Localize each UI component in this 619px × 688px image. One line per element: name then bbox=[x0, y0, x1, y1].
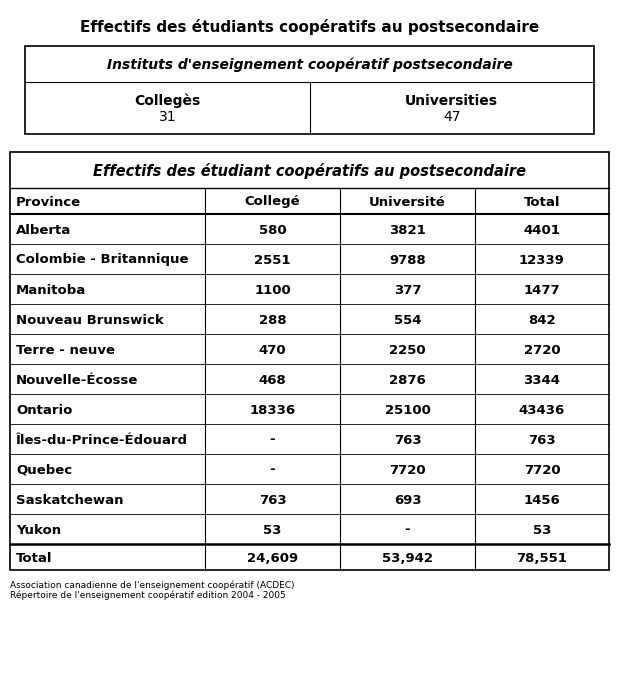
Text: Saskatchewan: Saskatchewan bbox=[16, 493, 124, 506]
Text: Effectifs des étudiant coopératifs au postsecondaire: Effectifs des étudiant coopératifs au po… bbox=[93, 163, 526, 179]
Text: 842: 842 bbox=[528, 314, 556, 327]
Text: Colombie - Britannique: Colombie - Britannique bbox=[16, 253, 189, 266]
Text: 554: 554 bbox=[394, 314, 422, 327]
Text: 9788: 9788 bbox=[389, 253, 426, 266]
Text: 763: 763 bbox=[259, 493, 287, 506]
Text: Total: Total bbox=[16, 552, 53, 564]
Text: Nouvelle-Écosse: Nouvelle-Écosse bbox=[16, 374, 139, 387]
Text: 2876: 2876 bbox=[389, 374, 426, 387]
Text: 7720: 7720 bbox=[389, 464, 426, 477]
Text: Université: Université bbox=[369, 195, 446, 208]
Bar bbox=[10, 152, 609, 570]
Text: 53,942: 53,942 bbox=[382, 552, 433, 564]
Text: 470: 470 bbox=[259, 343, 287, 356]
Text: Province: Province bbox=[16, 195, 81, 208]
Text: 53: 53 bbox=[263, 524, 282, 537]
Text: 288: 288 bbox=[259, 314, 287, 327]
Text: Terre - neuve: Terre - neuve bbox=[16, 343, 115, 356]
Text: 4401: 4401 bbox=[524, 224, 560, 237]
Text: 7720: 7720 bbox=[524, 464, 560, 477]
Text: Universities: Universities bbox=[405, 94, 498, 108]
Text: Effectifs des étudiants coopératifs au postsecondaire: Effectifs des étudiants coopératifs au p… bbox=[80, 19, 539, 35]
Text: 1456: 1456 bbox=[524, 493, 560, 506]
Text: Quebec: Quebec bbox=[16, 464, 72, 477]
Text: Total: Total bbox=[524, 195, 560, 208]
Text: 468: 468 bbox=[259, 374, 287, 387]
Text: Répertoire de l'enseignement coopératif edition 2004 - 2005: Répertoire de l'enseignement coopératif … bbox=[10, 591, 286, 601]
Text: 12339: 12339 bbox=[519, 253, 565, 266]
Text: 78,551: 78,551 bbox=[517, 552, 568, 564]
Text: 47: 47 bbox=[443, 110, 461, 124]
Text: 25100: 25100 bbox=[384, 403, 430, 416]
Text: 763: 763 bbox=[528, 433, 556, 447]
Bar bbox=[25, 46, 594, 134]
Text: 377: 377 bbox=[394, 283, 422, 297]
Text: Ontario: Ontario bbox=[16, 403, 72, 416]
Text: 1100: 1100 bbox=[254, 283, 291, 297]
Text: 53: 53 bbox=[533, 524, 551, 537]
Text: 31: 31 bbox=[158, 110, 176, 124]
Text: -: - bbox=[270, 464, 275, 477]
Text: 43436: 43436 bbox=[519, 403, 565, 416]
Text: 18336: 18336 bbox=[249, 403, 295, 416]
Text: 2250: 2250 bbox=[389, 343, 426, 356]
Text: Îles-du-Prince-Édouard: Îles-du-Prince-Édouard bbox=[16, 433, 188, 447]
Text: Instituts d'enseignement coopératif postsecondaire: Instituts d'enseignement coopératif post… bbox=[106, 58, 513, 72]
Text: 24,609: 24,609 bbox=[247, 552, 298, 564]
Text: 580: 580 bbox=[259, 224, 287, 237]
Text: -: - bbox=[270, 433, 275, 447]
Text: 1477: 1477 bbox=[524, 283, 560, 297]
Text: -: - bbox=[405, 524, 410, 537]
Text: 2720: 2720 bbox=[524, 343, 560, 356]
Text: Manitoba: Manitoba bbox=[16, 283, 86, 297]
Text: Yukon: Yukon bbox=[16, 524, 61, 537]
Text: Collegès: Collegès bbox=[134, 94, 201, 109]
Text: 763: 763 bbox=[394, 433, 422, 447]
Text: 2551: 2551 bbox=[254, 253, 291, 266]
Text: Association canadienne de l'enseignement coopératif (ACDEC): Association canadienne de l'enseignement… bbox=[10, 580, 295, 590]
Text: Nouveau Brunswick: Nouveau Brunswick bbox=[16, 314, 164, 327]
Text: Collegé: Collegé bbox=[245, 195, 300, 208]
Text: 3821: 3821 bbox=[389, 224, 426, 237]
Text: 3344: 3344 bbox=[524, 374, 560, 387]
Text: 693: 693 bbox=[394, 493, 422, 506]
Text: Alberta: Alberta bbox=[16, 224, 71, 237]
